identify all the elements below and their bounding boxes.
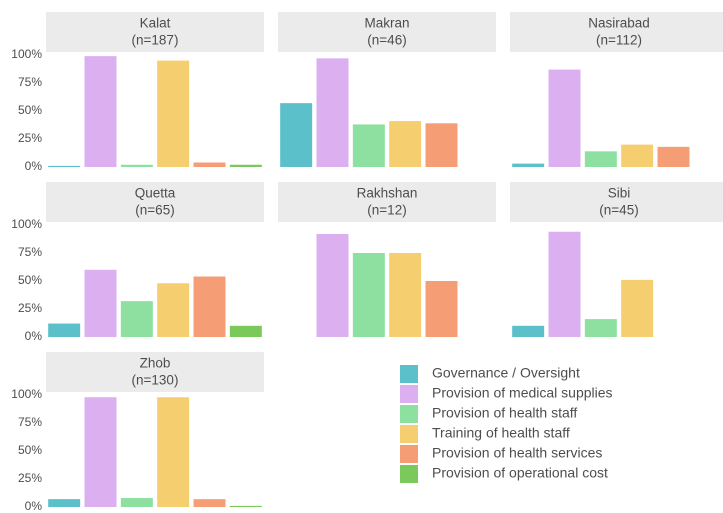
y-tick-label: 100%	[11, 217, 42, 231]
bar	[316, 233, 349, 337]
bar	[193, 499, 226, 507]
strip-background	[46, 12, 264, 52]
facet-title: Sibi	[608, 186, 631, 201]
strip-background	[278, 12, 496, 52]
bar	[193, 276, 226, 337]
bar	[621, 279, 654, 337]
bar	[280, 103, 313, 167]
facet-subtitle: (n=65)	[135, 203, 174, 218]
bar	[193, 162, 226, 167]
bar	[157, 397, 190, 507]
legend-label: Training of health staff	[432, 425, 570, 441]
strip-background	[46, 352, 264, 392]
facet-subtitle: (n=46)	[367, 33, 406, 48]
legend-swatch	[400, 385, 418, 403]
bar	[548, 231, 581, 337]
bar	[621, 144, 654, 167]
y-tick-label: 50%	[18, 273, 42, 287]
bar	[352, 124, 385, 167]
bar	[120, 301, 153, 337]
legend-swatch	[400, 425, 418, 443]
strip-background	[46, 182, 264, 222]
bar	[548, 69, 581, 167]
legend-label: Provision of operational cost	[432, 465, 608, 481]
bar	[584, 319, 617, 337]
bar	[120, 164, 153, 167]
legend-swatch	[400, 405, 418, 423]
y-tick-label: 25%	[18, 131, 42, 145]
facet-title: Zhob	[140, 356, 171, 371]
y-tick-label: 75%	[18, 75, 42, 89]
bar	[584, 151, 617, 167]
legend-swatch	[400, 365, 418, 383]
facet-subtitle: (n=130)	[132, 373, 179, 388]
legend-label: Governance / Oversight	[432, 365, 580, 381]
y-tick-label: 100%	[11, 387, 42, 401]
bar	[316, 58, 349, 167]
legend-swatch	[400, 445, 418, 463]
bar	[352, 253, 385, 337]
y-tick-label: 75%	[18, 245, 42, 259]
bar	[84, 56, 117, 168]
bar	[425, 123, 458, 167]
bar	[229, 505, 262, 507]
y-tick-label: 75%	[18, 415, 42, 429]
legend-swatch	[400, 465, 418, 483]
bar	[389, 253, 422, 337]
bar	[229, 325, 262, 337]
bar	[425, 281, 458, 337]
bar	[657, 146, 690, 167]
bar	[120, 498, 153, 507]
bar	[84, 269, 117, 337]
y-tick-label: 25%	[18, 301, 42, 315]
facet-title: Makran	[364, 16, 409, 31]
bar	[84, 397, 117, 507]
facet-subtitle: (n=12)	[367, 203, 406, 218]
strip-background	[278, 182, 496, 222]
y-tick-label: 100%	[11, 47, 42, 61]
bar	[48, 323, 81, 337]
legend-label: Provision of health staff	[432, 405, 577, 421]
y-tick-label: 0%	[25, 159, 43, 173]
facet-subtitle: (n=112)	[596, 33, 642, 48]
bar	[512, 325, 545, 337]
legend-label: Provision of health services	[432, 445, 602, 461]
bar	[157, 283, 190, 337]
y-tick-label: 0%	[25, 329, 43, 343]
bar	[157, 60, 190, 167]
facet-subtitle: (n=45)	[599, 203, 638, 218]
facet-subtitle: (n=187)	[132, 33, 179, 48]
legend-label: Provision of medical supplies	[432, 385, 613, 401]
bar	[48, 165, 81, 167]
y-tick-label: 50%	[18, 443, 42, 457]
facet-title: Nasirabad	[588, 16, 650, 31]
bar	[512, 163, 545, 167]
strip-background	[510, 182, 723, 222]
y-tick-label: 50%	[18, 103, 42, 117]
bar	[389, 121, 422, 167]
bar	[48, 499, 81, 507]
y-tick-label: 0%	[25, 499, 43, 513]
strip-background	[510, 12, 723, 52]
facet-title: Quetta	[135, 186, 176, 201]
bar	[229, 164, 262, 167]
y-tick-label: 25%	[18, 471, 42, 485]
facet-title: Kalat	[140, 16, 171, 31]
facet-title: Rakhshan	[357, 186, 418, 201]
